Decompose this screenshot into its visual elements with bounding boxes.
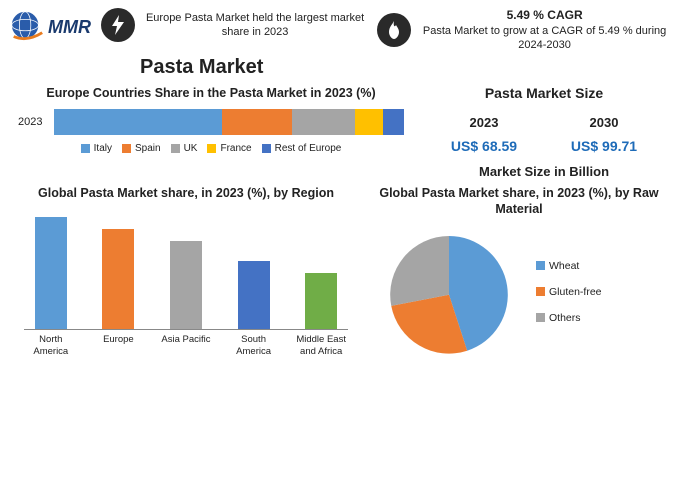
pie-title: Global Pasta Market share, in 2023 (%), … [374, 185, 664, 218]
legend-item: Others [536, 312, 602, 324]
legend-label: Rest of Europe [275, 143, 342, 154]
bar-col [227, 261, 281, 329]
bar [305, 273, 337, 329]
size-val-1: US$ 68.59 [451, 138, 517, 154]
legend-label: France [220, 143, 251, 154]
legend-swatch [81, 144, 90, 153]
pie-chart: Global Pasta Market share, in 2023 (%), … [374, 185, 664, 362]
info-block-1: Europe Pasta Market held the largest mar… [101, 8, 367, 42]
stacked-row-label: 2023 [18, 116, 48, 128]
logo-text: MMR [48, 17, 91, 38]
bar [35, 217, 67, 329]
bar-col [294, 273, 348, 329]
bar-chart: Global Pasta Market share, in 2023 (%), … [18, 185, 354, 362]
pie-svg [374, 222, 524, 362]
bar [170, 241, 202, 329]
legend-swatch [122, 144, 131, 153]
legend-label: UK [184, 143, 198, 154]
size-year-1: 2023 [470, 115, 499, 130]
bar-label: South America [227, 334, 281, 358]
bar-label-col: South America [227, 330, 281, 358]
stacked-bar [54, 109, 404, 135]
legend-item: UK [171, 143, 198, 154]
bar-col [159, 241, 213, 329]
legend-label: Italy [94, 143, 112, 154]
bar-col [24, 217, 78, 329]
size-subtitle: Market Size in Billion [424, 164, 664, 179]
info-block-2: 5.49 % CAGR Pasta Market to grow at a CA… [377, 8, 670, 52]
header: MMR Europe Pasta Market held the largest… [0, 0, 682, 52]
info1-text: Europe Pasta Market held the largest mar… [143, 11, 367, 40]
pie-legend: Wheat Gluten-free Others [536, 260, 602, 324]
bar-label-col: North America [24, 330, 78, 358]
legend-label: Gluten-free [549, 286, 602, 298]
logo: MMR [8, 8, 91, 46]
legend-item: Italy [81, 143, 112, 154]
market-size-title: Pasta Market Size [424, 85, 664, 101]
bar-labels: North America Europe Asia Pacific South Ame… [18, 330, 354, 358]
bars-area [18, 209, 354, 329]
flame-icon [377, 13, 411, 47]
info2-title: 5.49 % CAGR [419, 8, 670, 24]
bar-label-col: Middle East and Africa [294, 330, 348, 358]
bar [238, 261, 270, 329]
bar [102, 229, 134, 329]
stacked-bar-area: 2023 [18, 109, 404, 135]
bar-label-col: Europe [92, 330, 146, 358]
stacked-seg [222, 109, 292, 135]
legend-item: Wheat [536, 260, 602, 272]
legend-item: Spain [122, 143, 161, 154]
bar-col [92, 229, 146, 329]
globe-icon [8, 8, 46, 46]
bar-chart-title: Global Pasta Market share, in 2023 (%), … [18, 185, 354, 201]
legend-swatch [171, 144, 180, 153]
legend-swatch [536, 287, 545, 296]
legend-swatch [207, 144, 216, 153]
info2-text: 5.49 % CAGR Pasta Market to grow at a CA… [419, 8, 670, 52]
stacked-seg [292, 109, 355, 135]
stacked-seg [54, 109, 222, 135]
pie-slice [390, 236, 449, 306]
legend-label: Wheat [549, 260, 579, 272]
legend-item: Gluten-free [536, 286, 602, 298]
bar-label-col: Asia Pacific [159, 330, 213, 358]
bolt-icon [101, 8, 135, 42]
market-size-block: Pasta Market Size 2023 2030 US$ 68.59 US… [424, 85, 664, 179]
legend-item: Rest of Europe [262, 143, 342, 154]
info2-body: Pasta Market to grow at a CAGR of 5.49 %… [419, 24, 670, 53]
bar-label: Middle East and Africa [294, 334, 348, 358]
bar-label: North America [24, 334, 78, 358]
stacked-legend: Italy Spain UK France Rest of Europe [18, 143, 404, 154]
stacked-title: Europe Countries Share in the Pasta Mark… [18, 85, 404, 101]
upper-content: Europe Countries Share in the Pasta Mark… [0, 85, 682, 179]
legend-swatch [536, 313, 545, 322]
lower-content: Global Pasta Market share, in 2023 (%), … [0, 179, 682, 362]
size-year-2: 2030 [590, 115, 619, 130]
legend-item: France [207, 143, 251, 154]
stacked-seg [355, 109, 383, 135]
legend-label: Spain [135, 143, 161, 154]
bar-label: Europe [103, 334, 134, 358]
legend-label: Others [549, 312, 581, 324]
stacked-chart: Europe Countries Share in the Pasta Mark… [18, 85, 404, 179]
stacked-seg [383, 109, 404, 135]
size-val-2: US$ 99.71 [571, 138, 637, 154]
legend-swatch [536, 261, 545, 270]
main-title: Pasta Market [140, 56, 682, 79]
bar-label: Asia Pacific [161, 334, 210, 358]
legend-swatch [262, 144, 271, 153]
